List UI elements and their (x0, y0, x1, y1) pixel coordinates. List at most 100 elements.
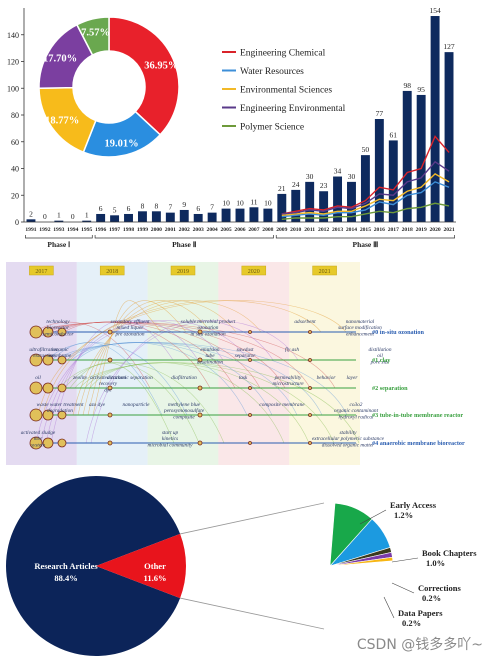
bar-value-label: 154 (429, 6, 441, 15)
bar (305, 181, 315, 222)
pie-slice-research (6, 476, 181, 656)
x-tick-label: 2021 (443, 227, 454, 233)
x-tick-label: 2001 (165, 227, 176, 233)
bar (444, 52, 454, 223)
x-tick-label: 1991 (25, 227, 36, 233)
y-tick-label: 140 (7, 31, 19, 40)
keyword-node (29, 408, 43, 422)
keyword-label: peroxymonosulfate (163, 407, 205, 414)
keyword-label: emulsion (200, 347, 219, 353)
x-tick-label: 1995 (81, 227, 92, 233)
year-label: 2019 (177, 269, 189, 275)
keyword-label: membrane (49, 353, 72, 359)
bar-value-label: 8 (155, 201, 159, 210)
callout-line (391, 582, 415, 594)
cluster-lines (29, 325, 356, 450)
keyword-label: in situ ozonation (190, 331, 226, 337)
x-tick-label: 2008 (262, 227, 273, 233)
bar (416, 94, 426, 222)
cluster-label: #3 tube-in-tube membrane reactor (372, 412, 463, 419)
donut-slice-label: 36.95% (144, 60, 178, 71)
x-tick-label: 2012 (318, 227, 329, 233)
keyword-node (29, 436, 43, 450)
keyword-label: azo dye (89, 402, 106, 408)
keyword-label: diafiltration (171, 374, 197, 381)
keyword-label: surface modification (338, 324, 382, 331)
citation-arc (76, 342, 248, 416)
keyword-label: technology (46, 319, 70, 325)
bar-value-label: 98 (403, 81, 411, 90)
keyword-node (107, 385, 113, 391)
bar-value-label: 10 (222, 199, 230, 208)
bar-value-label: 24 (292, 180, 300, 189)
x-tick-label: 2004 (207, 227, 218, 233)
donut-slice-label: 19.01% (105, 139, 139, 150)
bar-value-label: 77 (376, 109, 384, 118)
keyword-node (308, 441, 312, 445)
bar (430, 16, 440, 223)
series-line (281, 202, 450, 221)
main-pie: Research Articles 88.4% Other 11.6% (6, 476, 186, 656)
bar-value-label: 7 (168, 203, 172, 212)
keyword-node (107, 412, 113, 418)
bar (333, 176, 343, 222)
keyword-label: ultrasonic separation (107, 375, 153, 381)
bar (374, 119, 384, 222)
bar-value-label: 23 (320, 181, 328, 190)
keyword-timeline-chart: 2017 2018 2019 2020 2021 technologybioreacto… (0, 250, 493, 468)
citation-arc (45, 320, 199, 444)
year-label: 2021 (319, 269, 331, 275)
keyword-label: pre ozonation (114, 331, 144, 337)
bar (347, 181, 356, 222)
keyword-label: stability (339, 430, 357, 436)
keyword-label: layer (347, 375, 359, 381)
legend-label: Polymer Science (240, 123, 304, 133)
year-tag (29, 265, 54, 276)
phase-bracket (25, 235, 93, 239)
pie-value: 88.4% (54, 573, 77, 583)
year-label: 2020 (248, 269, 260, 275)
donut-slice-label: 18.77% (45, 115, 79, 126)
x-tick-label: 2000 (151, 227, 162, 233)
keyword-label: zeolite (72, 375, 87, 381)
legend-label: Engineering Environmental (240, 104, 346, 114)
keyword-label: task (239, 375, 248, 381)
bar (360, 155, 370, 222)
x-axis: 1991 1992 1993 1994 1995 1996 1997 1998 1999 2000… (24, 221, 456, 233)
x-tick-label: 2005 (220, 227, 231, 233)
keyword-label: semiconductor (42, 331, 74, 337)
bar (151, 211, 161, 222)
bar-value-label: 6 (99, 204, 103, 213)
keyword-label: fly ash (285, 346, 299, 353)
keyword-node (42, 326, 54, 338)
keyword-label: kinetics (162, 436, 178, 442)
bar-value-label: 0 (43, 212, 47, 221)
citation-arc (42, 300, 322, 416)
keyword-node (57, 410, 67, 420)
bar-value-label: 1 (85, 211, 89, 220)
keyword-label: recovery (99, 381, 118, 387)
x-tick-label: 1994 (67, 227, 78, 233)
legend-label: Environmental Sciences (240, 86, 332, 96)
keyword-label: adsorbent (294, 319, 316, 325)
y-tick-label: 0 (15, 218, 19, 227)
keyword-node (107, 357, 113, 363)
bar-value-label: 7 (210, 203, 214, 212)
year-tag (99, 265, 125, 276)
keyword-label: waste water treatment (37, 402, 84, 408)
breakdown-value: 1.0% (426, 558, 445, 568)
keyword-node (308, 330, 312, 334)
keyword-label: extraction (33, 353, 55, 359)
x-tick-label: 2006 (234, 227, 245, 233)
keyword-label: ceramic (51, 347, 69, 353)
x-tick-label: 2010 (290, 227, 301, 233)
x-tick-label: 2007 (248, 227, 259, 233)
keyword-label: hydroxyl radical (339, 414, 374, 420)
breakdown-label: Early Access (390, 500, 437, 510)
bar (207, 212, 217, 222)
line-series-group (281, 135, 450, 221)
keyword-node (197, 329, 203, 335)
bar (82, 220, 92, 222)
citation-arc (87, 300, 187, 416)
document-type-pie-chart: Research Articles 88.4% Other 11.6% Review … (6, 476, 477, 656)
